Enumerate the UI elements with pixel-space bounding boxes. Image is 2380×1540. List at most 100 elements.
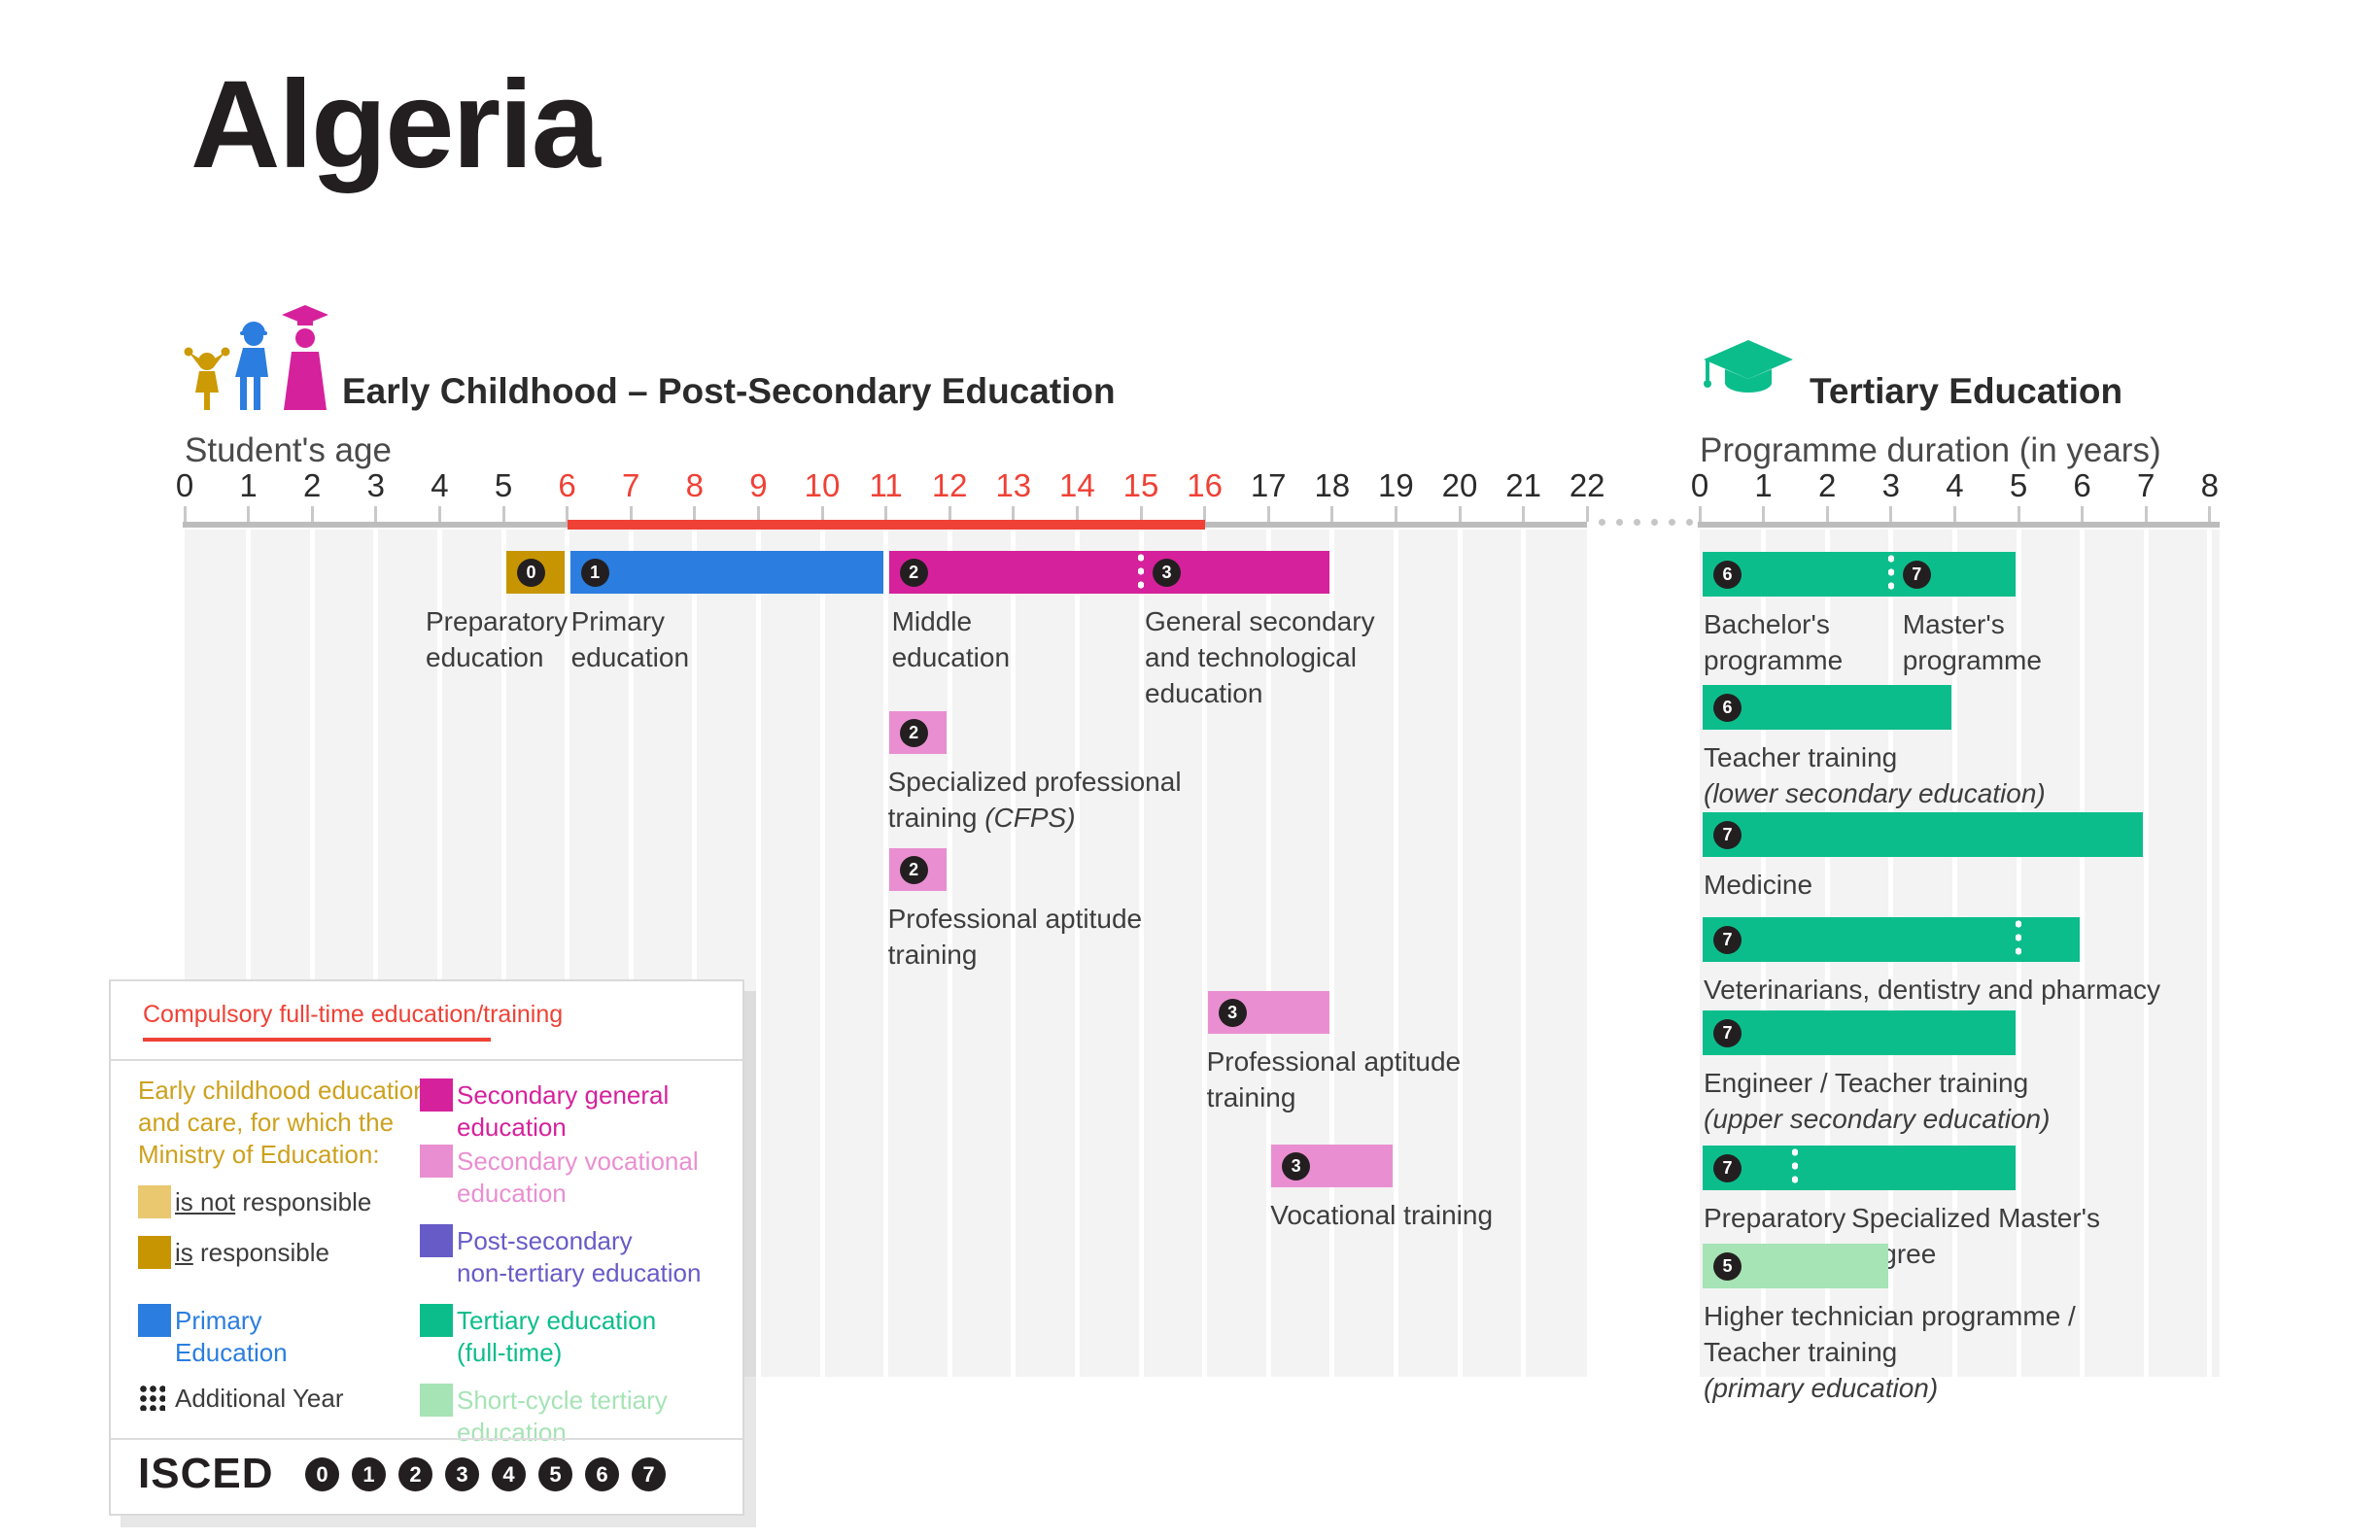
year-separator (2143, 530, 2149, 1377)
year-separator (947, 530, 952, 1377)
axis-tick (183, 506, 187, 522)
bar-label: Primary education (570, 606, 690, 672)
axis-tick-label: 14 (1059, 467, 1095, 503)
bar-label: General secondary and technological educat… (1145, 606, 1375, 708)
compulsory-education-line (567, 520, 1205, 530)
legend-title-underline (143, 1038, 491, 1042)
bar-bachelors-and-masters-programme (1703, 552, 2016, 597)
axis-tick (884, 506, 888, 522)
year-separator (1074, 530, 1080, 1377)
isced-legend-badge: 0 (305, 1457, 339, 1491)
axis-tick (1394, 506, 1397, 522)
programme-duration-axis-caption: Programme duration (in years) (1700, 431, 2161, 469)
axis-tick (2081, 506, 2085, 522)
axis-tick (1522, 506, 1526, 522)
axis-tick (1952, 506, 1956, 522)
tertiary-section-title: Tertiary Education (1810, 371, 2123, 411)
axis-tick-label: 22 (1569, 467, 1605, 503)
axis-tick (1825, 506, 1829, 522)
bar-engineer-teacher-training-upper-secondary (1703, 1010, 2016, 1055)
children-icons (181, 301, 336, 412)
isced-legend-badge: 7 (632, 1457, 666, 1491)
legend-swatch-blue (138, 1304, 171, 1337)
axis-tick-label: 0 (1690, 467, 1709, 503)
bar-middle-and-general-secondary-education (888, 551, 1329, 594)
axis-tick-label: 8 (2200, 467, 2219, 503)
bar-label: Master's programme (1902, 609, 2042, 675)
isced-legend-badge: 5 (538, 1457, 572, 1491)
axis-tick (2017, 506, 2020, 522)
year-separator (1521, 530, 1527, 1377)
legend-item-label: is responsible (175, 1238, 329, 1267)
axis-tick (629, 506, 633, 522)
axis-line-tertiary (1698, 522, 2220, 528)
legend-swatch-purple (420, 1224, 453, 1257)
isced-badge: 3 (1218, 998, 1247, 1027)
axis-tick-label: 11 (869, 467, 903, 503)
axis-tick-label: 13 (995, 467, 1032, 503)
axis-tick (693, 506, 697, 522)
legend-box: Compulsory full-time education/training … (109, 979, 744, 1516)
isced-badge: 0 (517, 558, 545, 587)
axis-tick (566, 506, 569, 522)
axis-tick (1458, 506, 1462, 522)
bar-label: Veterinarians, dentistry and pharmacy (1704, 975, 2161, 1005)
axis-tick (2208, 506, 2212, 522)
legend-item-label: Additional Year (175, 1384, 344, 1413)
axis-tick-label: 20 (1441, 467, 1478, 503)
legend-divider-bottom (111, 1438, 742, 1440)
axis-tick-label: 1 (239, 467, 258, 503)
student-age-axis-caption: Student's age (185, 431, 392, 469)
axis-tick (1762, 506, 1766, 522)
isced-legend-badge: 4 (492, 1457, 526, 1491)
isced-label: ISCED (138, 1450, 274, 1497)
axis-tick-label: 17 (1250, 467, 1287, 503)
year-separator (2207, 530, 2213, 1377)
isced-badge: 7 (1713, 1018, 1742, 1047)
isced-badge: 7 (1713, 820, 1742, 849)
isced-badge: 7 (1902, 560, 1931, 589)
bar-label: Engineer / Teacher training (upper second… (1704, 1068, 2051, 1134)
bar-label: Professional aptitude training (887, 904, 1143, 970)
graduate-icon (282, 305, 328, 410)
axis-tick (1203, 506, 1207, 522)
bar-primary-education (569, 551, 883, 594)
axis-tick-label: 3 (1881, 467, 1900, 503)
legend-item-label: is not responsible (175, 1187, 372, 1216)
isced-badge: 1 (580, 558, 609, 587)
axis-tick (1012, 506, 1016, 522)
year-separator (246, 530, 252, 1377)
isced-badge: 6 (1713, 560, 1742, 589)
bar-label: Bachelor's programme (1704, 609, 1844, 675)
axis-tick-label: 5 (2009, 467, 2028, 503)
axis-tick-label: 19 (1378, 467, 1414, 503)
primary-section-title: Early Childhood – Post-Secondary Educati… (342, 371, 1116, 411)
legend-swatch-magenta (420, 1078, 453, 1112)
legend-swatch-gold_dark (138, 1236, 171, 1269)
legend-item-label: Early childhood education and care, for w… (138, 1076, 428, 1169)
isced-badge: 3 (1153, 558, 1181, 587)
legend-item-label: Primary Education (175, 1306, 288, 1367)
axis-tick (374, 506, 378, 522)
axis-tick-label: 4 (431, 467, 449, 503)
axis-tick (1139, 506, 1143, 522)
isced-badge: 2 (899, 855, 928, 884)
year-separator (692, 530, 698, 1377)
bar-preparatory-cycle-specialized-masters (1703, 1146, 2016, 1190)
axis-tick-label: 2 (303, 467, 322, 503)
year-separator (309, 530, 315, 1377)
axis-tick (756, 506, 760, 522)
boy-icon (235, 322, 268, 410)
axis-tick-label: 7 (622, 467, 640, 503)
axis-tick-label: 1 (1754, 467, 1773, 503)
legend-divider-top (111, 1059, 742, 1061)
axis-tick (310, 506, 314, 522)
axis-tick-label: 16 (1187, 467, 1223, 503)
bar-veterinarians-dentistry-and-pharmacy (1703, 917, 2080, 962)
axis-tick (948, 506, 951, 522)
year-separator (1457, 530, 1463, 1377)
legend-swatch-green (420, 1304, 453, 1337)
isced-legend-badge: 1 (352, 1457, 386, 1491)
bar-label: Teacher training (lower secondary educati… (1704, 742, 2046, 808)
